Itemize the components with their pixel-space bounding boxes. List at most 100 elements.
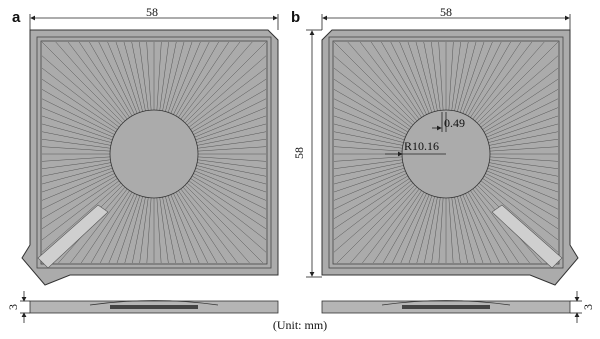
channel [196, 123, 267, 143]
channel [139, 197, 149, 264]
channel [41, 178, 118, 230]
channel [482, 178, 559, 230]
channel [333, 146, 403, 152]
channel [41, 175, 117, 219]
channel [124, 196, 143, 264]
channel [156, 41, 162, 111]
channel [41, 131, 111, 146]
channel [98, 41, 135, 115]
channel [159, 41, 169, 111]
channel [175, 191, 218, 264]
channel [180, 41, 241, 120]
channel [451, 41, 461, 111]
channel [194, 170, 267, 201]
channel [156, 197, 162, 264]
channel [191, 175, 267, 219]
channel [131, 41, 146, 111]
channel [173, 193, 208, 264]
channel [146, 41, 152, 111]
channel [488, 165, 559, 185]
channel [370, 41, 422, 118]
channel [333, 182, 414, 253]
panel-a: a 58 3 [6, 5, 279, 323]
channel [448, 41, 454, 111]
channel [180, 188, 238, 264]
channel [483, 175, 559, 219]
channel [191, 89, 267, 133]
channel [459, 41, 485, 113]
channel [488, 123, 559, 143]
channel [350, 186, 418, 264]
channel [333, 180, 412, 241]
channel [333, 98, 407, 135]
channel [146, 197, 152, 264]
channel [170, 41, 201, 114]
channel [472, 188, 530, 264]
channel [480, 180, 559, 241]
channel [457, 196, 476, 264]
channel [165, 41, 185, 112]
channel [438, 41, 444, 111]
channel [424, 197, 438, 264]
thickness-dimension: 3 [581, 304, 595, 310]
channel [41, 67, 120, 128]
channel [197, 139, 267, 149]
channel [41, 89, 117, 133]
channel [451, 197, 461, 264]
channel [162, 197, 176, 264]
channel [123, 41, 143, 112]
channel [467, 41, 511, 117]
frame [36, 36, 272, 269]
channel [333, 162, 403, 177]
channel [194, 107, 267, 138]
channel [423, 41, 438, 111]
channel [478, 55, 559, 126]
channel [190, 78, 267, 130]
channel [195, 115, 267, 141]
channel [333, 156, 403, 162]
channel [454, 41, 469, 111]
height-dimension: 58 [292, 147, 306, 159]
channel [486, 170, 559, 201]
center-disc [109, 109, 199, 199]
channel [167, 195, 192, 264]
frame [332, 40, 560, 265]
channel [415, 41, 435, 112]
channel [70, 188, 128, 264]
channel [41, 162, 111, 177]
channel [186, 55, 267, 126]
channel [197, 146, 267, 152]
unit-note: (Unit: mm) [273, 318, 327, 332]
channel [333, 41, 416, 124]
channel [41, 156, 111, 162]
channel [41, 98, 115, 135]
channel [167, 41, 193, 113]
channel [67, 41, 128, 120]
channel [41, 165, 112, 185]
channel [489, 139, 559, 149]
channel [186, 182, 267, 253]
channel [195, 167, 267, 193]
channel [197, 162, 267, 177]
frame [328, 36, 564, 269]
channel [116, 195, 141, 264]
channel [182, 186, 250, 264]
panel-label: b [291, 9, 300, 26]
channel [472, 41, 533, 120]
channel [178, 41, 230, 118]
hole-dimension: 0.49 [444, 116, 465, 130]
channel [41, 182, 122, 253]
channel [108, 194, 138, 264]
channel [485, 98, 559, 135]
channel [489, 146, 559, 152]
channel [333, 139, 403, 149]
channel [41, 167, 113, 193]
channel [190, 178, 267, 230]
channel [478, 182, 559, 253]
channel [359, 41, 420, 120]
channel [407, 41, 433, 113]
channel [465, 193, 500, 264]
channel [489, 159, 559, 169]
channel [470, 190, 520, 264]
